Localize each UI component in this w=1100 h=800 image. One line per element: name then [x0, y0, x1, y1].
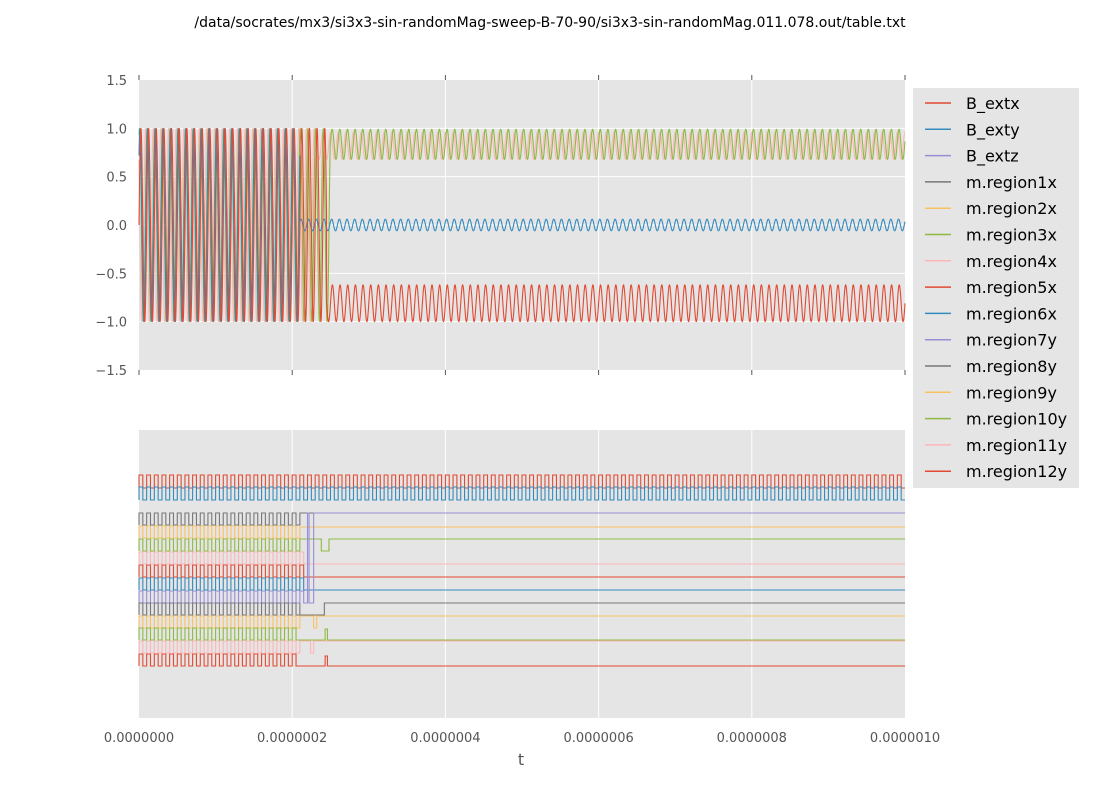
- bottom-x-ticks: 0.0000000 0.0000002 0.0000004 0.0000006 0.00…: [104, 731, 940, 746]
- legend-entry: B_extz: [925, 147, 1019, 167]
- legend-label: m.region6x: [966, 304, 1057, 323]
- x-tick-label: 0.0000000: [104, 731, 174, 746]
- legend-entry: B_extx: [925, 94, 1020, 114]
- series-line-m.region4x: [138, 127, 906, 323]
- legend-label: m.region12y: [966, 462, 1067, 481]
- binary-trace-m.region11y: [138, 640, 905, 654]
- legend-label: m.region4x: [966, 252, 1057, 271]
- bottom-axes: 0.0000000 0.0000002 0.0000004 0.0000006 0.00…: [104, 430, 940, 746]
- series-line-B_extx: [138, 127, 906, 323]
- legend-entry: m.region10y: [925, 410, 1067, 429]
- binary-trace-m.region12y: [138, 653, 905, 667]
- top-y-ticks: 1.5 1.0 0.5 0.0 −0.5 −1.0 −1.5: [95, 74, 127, 379]
- binary-trace-m.region1x: [138, 512, 905, 526]
- x-tick-label: 0.0000008: [717, 731, 787, 746]
- x-tick-label: 0.0000002: [257, 731, 327, 746]
- legend-label: m.region2x: [966, 199, 1057, 218]
- top-axes: 1.5 1.0 0.5 0.0 −0.5 −1.0 −1.5: [95, 74, 906, 379]
- y-tick-label: −1.5: [95, 364, 127, 379]
- legend-entry: m.region1x: [925, 173, 1057, 192]
- y-tick-label: −0.5: [95, 267, 127, 282]
- legend-label: B_exty: [966, 120, 1020, 140]
- y-tick-label: 0.0: [106, 219, 127, 234]
- legend-entry: m.region11y: [925, 436, 1067, 455]
- legend-label: m.region10y: [966, 410, 1067, 429]
- legend-entry: m.region2x: [925, 199, 1057, 218]
- legend-entry: B_exty: [925, 120, 1020, 140]
- binary-trace-m.region3x: [138, 538, 905, 552]
- legend-label: m.region8y: [966, 357, 1057, 376]
- binary-trace-m.region4x: [138, 551, 905, 565]
- legend-label: m.region9y: [966, 383, 1057, 402]
- legend-entry: m.region3x: [925, 226, 1057, 245]
- binary-trace-m.region2x: [138, 525, 905, 539]
- legend-entry: m.region12y: [925, 462, 1067, 481]
- binary-trace-m.region5x: [138, 564, 905, 578]
- legend-label: m.region3x: [966, 226, 1057, 245]
- x-tick-label: 0.0000010: [870, 731, 940, 746]
- legend-label: m.region11y: [966, 436, 1067, 455]
- bottom-series: [138, 474, 905, 667]
- legend-entry: m.region5x: [925, 278, 1057, 297]
- binary-trace-m.region12y: [138, 474, 905, 489]
- binary-trace-m.region8y: [138, 602, 905, 616]
- binary-trace-B_exty: [138, 486, 905, 501]
- y-tick-label: 1.5: [106, 74, 127, 89]
- legend-entry: m.region7y: [925, 331, 1057, 350]
- legend-label: B_extx: [966, 94, 1020, 114]
- legend-entry: m.region4x: [925, 252, 1057, 271]
- legend-label: m.region5x: [966, 278, 1057, 297]
- legend-entry: m.region8y: [925, 357, 1057, 376]
- legend-entry: m.region6x: [925, 304, 1057, 323]
- x-tick-label: 0.0000006: [563, 731, 633, 746]
- legend-items: B_extx B_exty B_extz m.region1x m.region2x m.…: [925, 94, 1067, 481]
- legend-label: B_extz: [966, 147, 1019, 167]
- top-x-ticks: [138, 75, 906, 375]
- binary-trace-m.region10y: [138, 627, 905, 641]
- y-tick-label: 0.5: [106, 171, 127, 186]
- legend-box: [913, 88, 1079, 488]
- chart-title: /data/socrates/mx3/si3x3-sin-randomMag-s…: [194, 15, 906, 31]
- legend: B_extx B_exty B_extz m.region1x m.region2x m.…: [913, 88, 1079, 488]
- top-series: [138, 127, 906, 323]
- x-axis-label: t: [518, 750, 524, 769]
- binary-trace-m.region6x: [138, 577, 905, 591]
- x-tick-label: 0.0000004: [410, 731, 480, 746]
- legend-entry: m.region9y: [925, 383, 1057, 402]
- legend-label: m.region7y: [966, 331, 1057, 350]
- y-tick-label: −1.0: [95, 316, 127, 331]
- y-tick-label: 1.0: [106, 122, 127, 137]
- legend-label: m.region1x: [966, 173, 1057, 192]
